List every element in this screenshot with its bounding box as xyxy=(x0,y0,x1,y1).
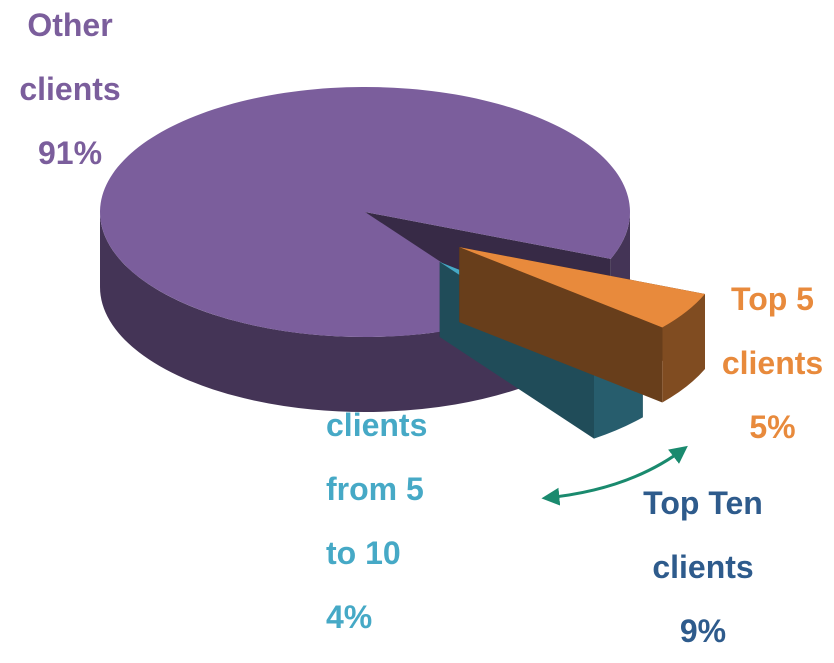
slice-label: clients from 5 to 10 xyxy=(326,407,428,571)
label-other: Other clients 91% xyxy=(5,0,135,185)
value-label: 91% xyxy=(37,135,103,171)
value-label: 4% xyxy=(326,599,373,635)
slice xyxy=(459,247,705,328)
annotation-label: 9% xyxy=(679,613,727,649)
label-5-10: clients from 5 to 10 4% xyxy=(326,393,454,649)
annotation-arrow xyxy=(541,445,688,506)
annotation-text: Top Ten clients xyxy=(643,485,763,585)
slice-side xyxy=(100,212,520,413)
value-label: 5% xyxy=(749,409,796,445)
slice xyxy=(100,87,631,337)
slice-label: Top 5 clients xyxy=(721,281,824,381)
slice-label: Other clients xyxy=(19,7,121,107)
slice-side xyxy=(662,293,705,403)
label-top5: Top 5 clients 5% xyxy=(710,267,834,459)
slice-wall xyxy=(459,247,663,403)
annotation: Top Ten clients 9% xyxy=(628,471,778,663)
pie xyxy=(100,87,705,439)
